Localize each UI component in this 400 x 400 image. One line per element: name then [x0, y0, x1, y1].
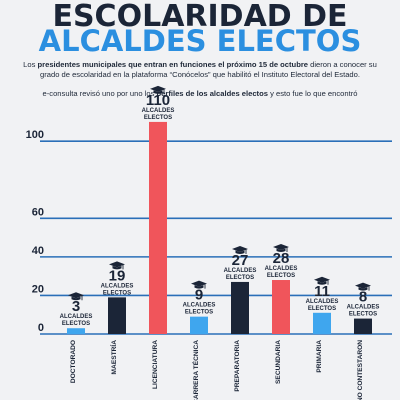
x-tick-label: PREPARATORIA — [234, 340, 241, 392]
x-tick-label: MAESTRÍA — [109, 340, 118, 375]
bar — [231, 281, 249, 334]
y-tick-label: 0 — [38, 322, 44, 334]
bar — [149, 121, 167, 334]
data-label: 28 — [273, 250, 290, 267]
x-tick-label: SECUNDARIA — [275, 340, 282, 384]
data-label-unit: ALCALDES — [347, 305, 380, 311]
bar — [190, 316, 208, 334]
graduation-cap-icon — [109, 261, 125, 270]
data-label-unit: ELECTOS — [144, 115, 172, 121]
data-label-unit: ALCALDES — [60, 314, 93, 320]
y-tick-label: 40 — [32, 245, 44, 257]
y-tick-label: 60 — [32, 206, 44, 218]
intro-text: Los — [23, 60, 38, 69]
data-label: 19 — [109, 267, 126, 284]
data-label-unit: ELECTOS — [308, 306, 336, 312]
data-label-unit: ELECTOS — [103, 290, 131, 296]
graduation-cap-icon — [191, 280, 207, 289]
x-tick-label: PRIMARIA — [316, 340, 323, 373]
y-tick-label: 100 — [26, 129, 44, 141]
graduation-cap-icon — [150, 85, 166, 94]
intro-paragraph: Los presidentes municipales que entran e… — [14, 60, 386, 79]
data-label: 3 — [72, 298, 80, 315]
graduation-cap-icon — [273, 244, 289, 253]
bar — [313, 312, 331, 334]
intro-text: dieron a conocer su grado de escolaridad… — [40, 60, 377, 79]
intro-highlight: perfiles de los alcaldes electos — [156, 89, 268, 98]
data-label-unit: ALCALDES — [142, 108, 175, 114]
intro-paragraph-2: e-consulta revisó uno por uno los perfil… — [14, 89, 386, 99]
data-label-unit: ELECTOS — [226, 275, 254, 281]
intro-text: e-consulta revisó uno por uno los — [42, 89, 157, 98]
bar — [354, 318, 372, 334]
data-label-unit: ALCALDES — [224, 268, 257, 274]
data-label: 11 — [314, 283, 330, 300]
bar — [272, 280, 290, 334]
bar — [67, 328, 85, 334]
data-label-unit: ALCALDES — [265, 266, 298, 272]
graduation-cap-icon — [232, 245, 248, 254]
x-tick-label: DOCTORADO — [70, 340, 77, 383]
x-tick-label: CARRERA TÉCNICA — [191, 340, 200, 400]
y-tick-label: 20 — [32, 283, 44, 295]
data-label-unit: ELECTOS — [185, 310, 213, 316]
x-tick-label: LICENCIATURA — [152, 340, 159, 389]
data-label-unit: ELECTOS — [62, 321, 90, 327]
data-label-unit: ALCALDES — [306, 299, 339, 305]
data-label-unit: ELECTOS — [267, 273, 295, 279]
data-label: 9 — [195, 287, 203, 304]
data-label-unit: ALCALDES — [183, 303, 216, 309]
bar — [108, 297, 126, 334]
data-label-unit: ELECTOS — [349, 312, 377, 318]
data-label: 8 — [359, 289, 367, 306]
intro-text: y esto fue lo que encontró — [267, 89, 358, 98]
graduation-cap-icon — [314, 276, 330, 285]
title-line-1: ESCOLARIDAD DE — [52, 0, 348, 34]
intro-highlight: presidentes municipales que entran en fu… — [37, 60, 309, 69]
graduation-cap-icon — [355, 282, 371, 291]
title-line-2: ALCALDES ELECTOS — [38, 24, 362, 58]
data-label: 110 — [146, 92, 170, 109]
x-tick-label: NO CONTESTARON — [357, 340, 364, 400]
data-label-unit: ALCALDES — [101, 283, 134, 289]
graduation-cap-icon — [68, 292, 84, 301]
data-label: 27 — [232, 252, 249, 269]
